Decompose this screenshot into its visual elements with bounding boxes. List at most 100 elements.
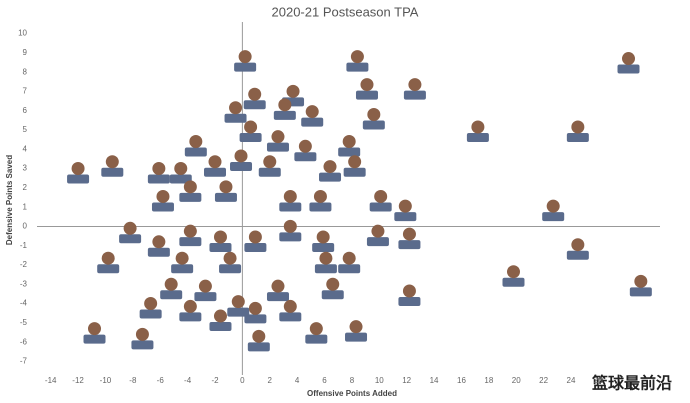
jersey [239,133,262,143]
player-point [184,134,207,157]
player-point [209,230,232,252]
jersey [219,264,242,274]
player-point [179,224,202,247]
player-point [346,50,369,72]
jersey [230,161,253,171]
player-point [398,227,421,250]
player-point [321,277,344,300]
y-tick-label: -4 [20,299,28,308]
jersey [629,287,652,297]
player-point [266,279,289,302]
head [367,107,381,121]
x-tick-label: 4 [295,376,300,385]
jersey [119,234,142,244]
y-tick-label: -2 [20,260,28,269]
jersey [179,192,202,202]
jersey [209,242,232,252]
head [402,284,416,298]
head [298,139,312,153]
head [174,161,188,175]
head [323,160,337,174]
head [189,134,203,148]
head [248,230,262,244]
y-tick-label: 8 [23,67,28,76]
jersey [305,334,328,344]
head [371,224,385,238]
jersey [279,312,302,322]
player-point [369,189,392,212]
player-point [466,120,489,143]
player-point [244,230,267,252]
jersey [314,264,337,274]
head [349,320,363,334]
player-point [209,309,232,332]
jersey [403,90,426,100]
jersey [279,202,302,212]
jersey [244,314,267,324]
player-point [101,155,124,177]
player-point [169,161,192,184]
x-tick-label: 24 [567,376,576,385]
x-tick-label: -14 [45,376,57,385]
jersey [319,172,342,182]
head [105,155,119,169]
head [546,199,560,213]
player-point [219,251,242,274]
head [398,199,412,213]
head [71,161,85,175]
head [374,189,388,203]
player-point [243,87,266,110]
player-point [314,251,337,274]
player-point [258,155,281,177]
head [244,120,258,134]
y-tick-label: -5 [20,318,28,327]
head [506,265,520,279]
x-tick-label: 8 [350,376,355,385]
head [313,189,327,203]
jersey [355,90,378,100]
jersey [617,64,640,74]
head [123,221,137,235]
y-tick-label: 4 [23,144,28,153]
jersey [266,142,289,152]
jersey [294,152,317,162]
head [156,189,170,203]
x-tick-label: 2 [268,376,273,385]
player-point [279,299,302,322]
head [316,230,330,244]
player-point [266,130,289,152]
head [622,52,636,66]
x-tick-label: 18 [484,376,493,385]
player-point [83,322,106,344]
player-point [294,139,317,162]
x-tick-label: 12 [402,376,411,385]
head [402,227,416,241]
player-point [239,120,262,143]
jersey [67,174,90,184]
y-tick-label: 7 [23,87,28,96]
x-tick-label: 14 [430,376,439,385]
player-point [214,180,237,202]
head [342,134,356,148]
player-point [542,199,565,222]
jersey [179,312,202,322]
player-point [362,107,385,130]
jersey [345,332,368,342]
jersey [301,117,324,127]
head [309,322,323,336]
jersey [312,242,335,252]
head [229,101,243,115]
x-tick-label: 20 [512,376,521,385]
jersey [234,62,257,72]
jersey [169,174,192,184]
head [144,297,158,311]
jersey [398,296,421,306]
jersey [502,277,525,287]
head [183,224,197,238]
jersey [566,250,589,260]
player-point [227,295,250,317]
x-tick-label: 0 [240,376,245,385]
player-point [403,78,426,100]
x-axis-title: Offensive Points Added [307,389,397,398]
